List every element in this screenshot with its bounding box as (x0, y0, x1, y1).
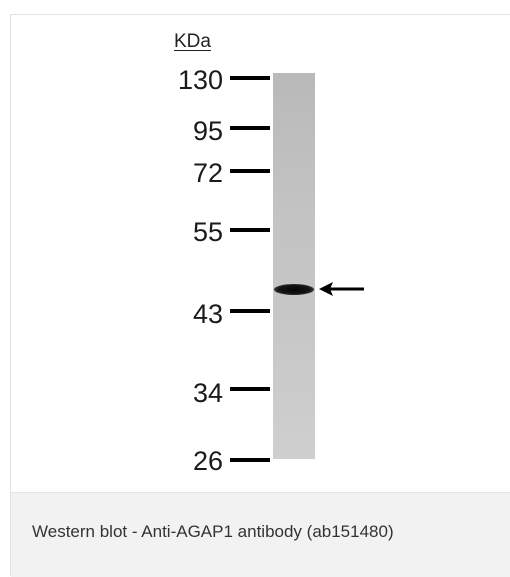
unit-label: KDa (174, 31, 211, 52)
marker-label-72: 72 (192, 158, 223, 188)
marker-tick-130 (230, 76, 270, 80)
marker-tick-43 (230, 309, 270, 313)
marker-tick-95 (230, 126, 270, 130)
marker-label-43: 43 (192, 299, 223, 329)
marker-tick-34 (230, 387, 270, 391)
protein-band (274, 284, 314, 295)
marker-label-55: 55 (192, 217, 223, 247)
caption-bar: Western blot - Anti-AGAP1 antibody (ab15… (11, 492, 510, 577)
marker-tick-55 (230, 228, 270, 232)
marker-label-130: 130 (177, 65, 223, 95)
arrow-left-icon (319, 282, 364, 296)
western-blot-figure: KDa 130 95 72 55 43 34 26 (11, 15, 510, 492)
marker-label-26: 26 (192, 446, 223, 476)
figure-caption: Western blot - Anti-AGAP1 antibody (ab15… (32, 522, 394, 541)
marker-tick-72 (230, 169, 270, 173)
marker-tick-26 (230, 458, 270, 462)
marker-label-34: 34 (192, 378, 223, 408)
marker-label-95: 95 (192, 116, 223, 146)
blot-lane (273, 73, 315, 459)
figure-card: KDa 130 95 72 55 43 34 26 Western blot -… (10, 14, 510, 577)
